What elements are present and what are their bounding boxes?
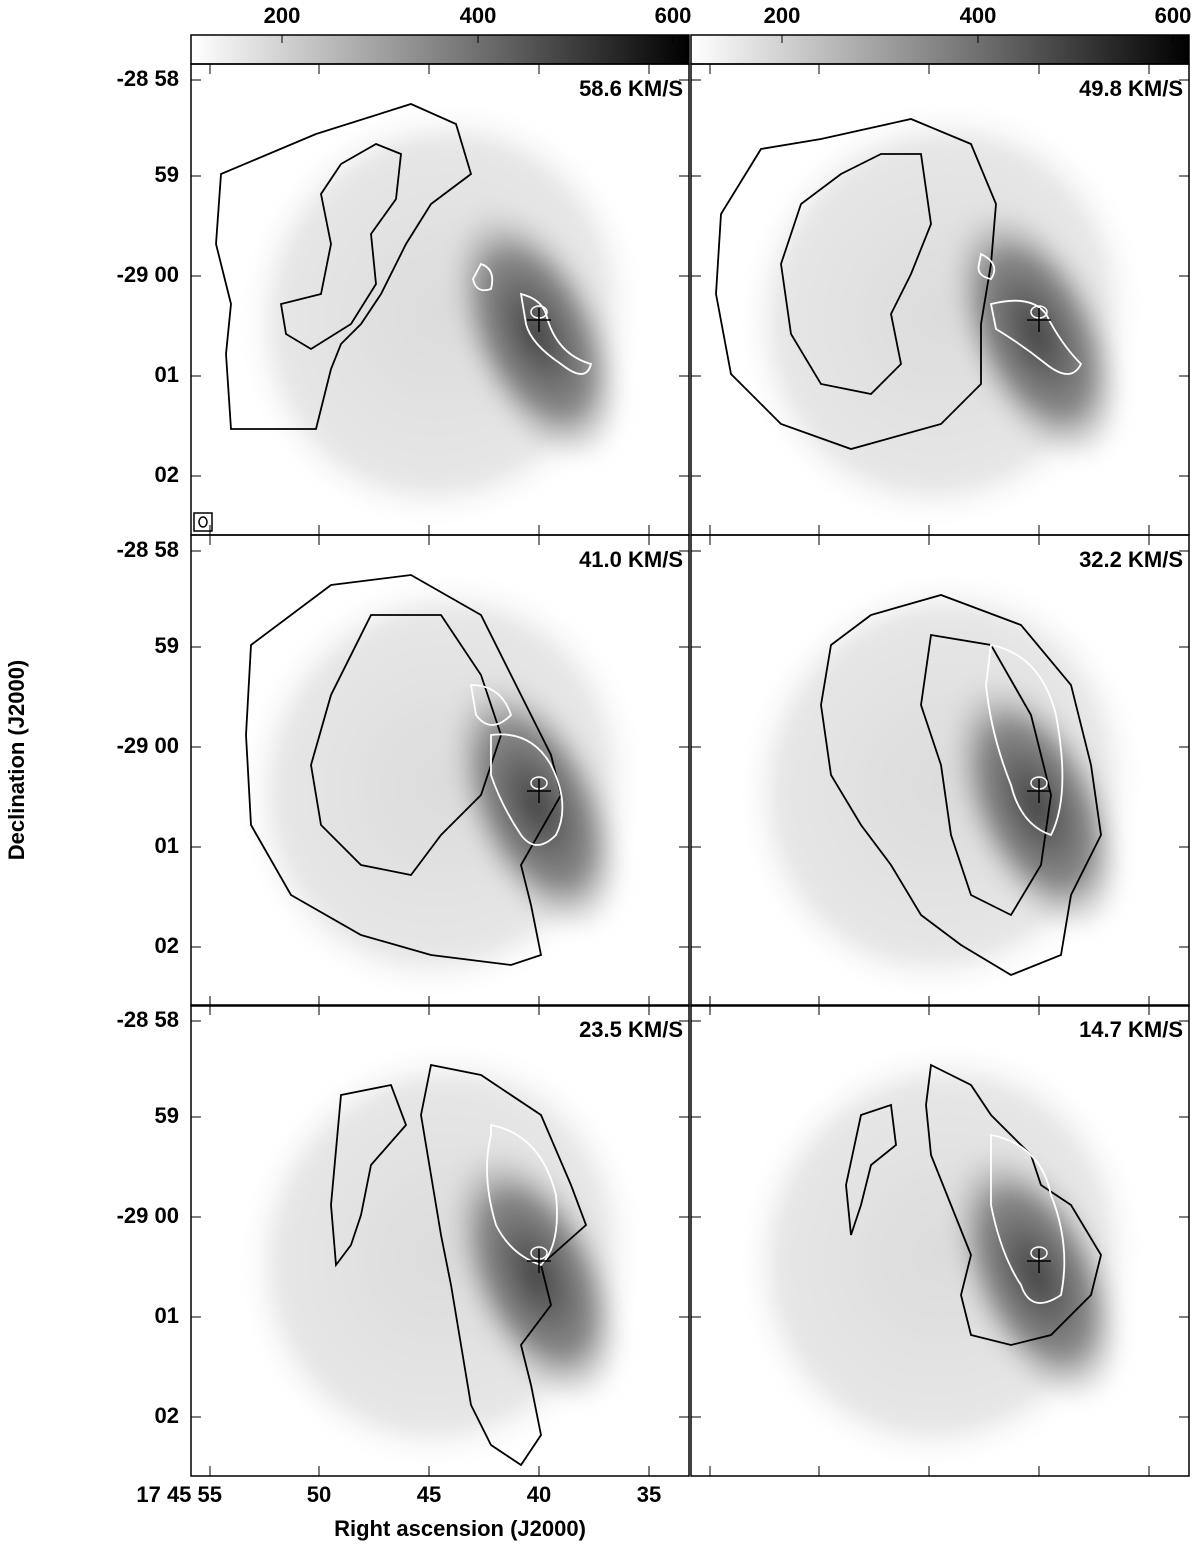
- y-tick-label: -28 58: [117, 1007, 179, 1032]
- y-tick-label: -29 00: [117, 1203, 179, 1228]
- emission-core: [445, 203, 627, 465]
- colorbar-tick-label: 600: [655, 3, 692, 28]
- y-tick-label: -29 00: [117, 733, 179, 758]
- colorbar-tick-label: 400: [960, 3, 997, 28]
- y-tick-label: 01: [155, 833, 179, 858]
- beam-box: [193, 512, 213, 532]
- colorbar: [190, 34, 690, 65]
- y-tick-label: 59: [155, 1103, 179, 1128]
- y-tick-label: 01: [155, 362, 179, 387]
- y-tick-label: -28 58: [117, 66, 179, 91]
- panel: 41.0 KM/S -28 58 59 -29 00 01 02: [117, 534, 690, 1007]
- emission: [739, 1041, 1143, 1469]
- colorbar: [690, 34, 1190, 65]
- y-tick-label: 02: [155, 462, 179, 487]
- y-tick-label: 01: [155, 1303, 179, 1328]
- panel-frame: [690, 534, 1190, 1007]
- colorbar-tick-label: 600: [1155, 3, 1192, 28]
- velocity-label: 49.8 KM/S: [1079, 76, 1183, 101]
- velocity-label: 58.6 KM/S: [579, 76, 683, 101]
- panel-frame: [690, 1004, 1190, 1477]
- y-tick-label: 59: [155, 162, 179, 187]
- image: [715, 100, 1143, 528]
- velocity-label: 14.7 KM/S: [1079, 1017, 1183, 1042]
- x-axis-title: Right ascension (J2000): [334, 1516, 586, 1541]
- emission: [239, 571, 643, 999]
- colorbar-tick-label: 200: [764, 3, 801, 28]
- x-tick-label: 35: [637, 1482, 661, 1507]
- colorbar-tick-label: 400: [460, 3, 497, 28]
- panel: 32.2 KM/S: [690, 534, 1190, 1007]
- y-tick-label: -28 58: [117, 537, 179, 562]
- panels: 200 400 600 200 400 600 58.6 KM/S -28 58 59 -29 0…: [117, 3, 1192, 1507]
- emission-core: [945, 674, 1127, 936]
- source-cross: [1027, 1249, 1051, 1273]
- emission-base: [239, 571, 643, 999]
- source-cross: [1027, 779, 1051, 803]
- colorbar-tick-label: 200: [264, 3, 301, 28]
- velocity-label: 23.5 KM/S: [579, 1017, 683, 1042]
- emission-base: [739, 1041, 1143, 1469]
- x-tick-label: 45: [417, 1482, 441, 1507]
- panel: 49.8 KM/S: [690, 63, 1190, 536]
- contour-white: [486, 1123, 558, 1267]
- velocity-label: 41.0 KM/S: [579, 547, 683, 572]
- emission: [739, 571, 1143, 999]
- emission-base: [739, 100, 1143, 528]
- image: [239, 571, 643, 999]
- panel-frame: [190, 534, 690, 1007]
- image: [215, 100, 643, 528]
- source-cross: [527, 308, 551, 332]
- source-cross: [527, 779, 551, 803]
- contour-white: [469, 684, 564, 846]
- contour-black: [715, 118, 997, 450]
- panel: 58.6 KM/S -28 58 59 -29 00 01 02: [117, 63, 690, 536]
- x-tick-label: 17 45 55: [136, 1482, 222, 1507]
- panel-frame: [190, 1004, 690, 1477]
- contour-white: [985, 643, 1064, 837]
- emission: [239, 1041, 643, 1469]
- y-tick-label: 02: [155, 933, 179, 958]
- y-axis-title: Declination (J2000): [4, 660, 29, 861]
- beam: [198, 516, 208, 528]
- y-tick-label: -29 00: [117, 262, 179, 287]
- contour-white: [977, 252, 1083, 375]
- contour-black: [330, 1063, 588, 1467]
- x-tick-label: 50: [307, 1482, 331, 1507]
- source-cross: [1027, 308, 1051, 332]
- emission-base: [239, 1041, 643, 1469]
- panel: 14.7 KM/S: [690, 1004, 1190, 1477]
- emission: [239, 100, 643, 528]
- source-cross: [527, 1249, 551, 1273]
- contour-black: [245, 574, 562, 966]
- emission: [739, 100, 1143, 528]
- emission-base: [239, 100, 643, 528]
- image: [239, 1041, 643, 1469]
- panel: 23.5 KM/S -28 58 59 -29 00 01 02 17 45 55 50 45 4…: [117, 1004, 690, 1507]
- contour-black: [820, 594, 1102, 977]
- image: [739, 571, 1143, 999]
- x-tick-label: 40: [527, 1482, 551, 1507]
- y-tick-label: 59: [155, 633, 179, 658]
- contour-black: [215, 103, 473, 430]
- y-tick-label: 02: [155, 1403, 179, 1428]
- image: [739, 1041, 1143, 1469]
- velocity-label: 32.2 KM/S: [1079, 547, 1183, 572]
- contour-white: [990, 1133, 1066, 1304]
